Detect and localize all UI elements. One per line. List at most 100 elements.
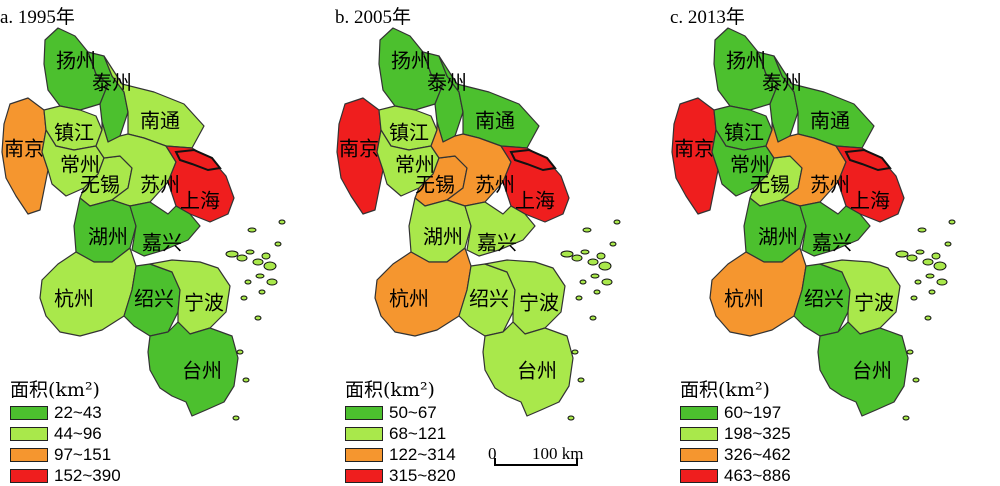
legend-item: 44~96 bbox=[10, 423, 121, 444]
city-label: 宁波 bbox=[854, 291, 894, 315]
city-label: 杭州 bbox=[54, 287, 94, 311]
city-label: 杭州 bbox=[724, 287, 764, 311]
city-label: 苏州 bbox=[475, 173, 515, 197]
island-marker bbox=[590, 273, 600, 279]
legend-swatch bbox=[345, 447, 383, 462]
city-label: 嘉兴 bbox=[477, 231, 517, 255]
city-label: 南京 bbox=[4, 137, 44, 161]
island-marker bbox=[575, 295, 583, 301]
legend-swatch bbox=[345, 468, 383, 483]
city-label: 嘉兴 bbox=[142, 231, 182, 255]
island-marker bbox=[258, 289, 266, 295]
island-marker bbox=[895, 250, 909, 258]
island-marker bbox=[948, 219, 956, 225]
city-label: 常州 bbox=[60, 153, 100, 177]
region-嘉兴 bbox=[129, 201, 201, 257]
island-marker bbox=[917, 227, 927, 233]
region-嘉兴 bbox=[799, 201, 871, 257]
legend-label: 326~462 bbox=[724, 444, 791, 464]
legend: 面积(km²) 60~197 198~325 326~462 463~886 bbox=[680, 375, 791, 486]
city-label: 绍兴 bbox=[134, 287, 174, 311]
island-marker bbox=[906, 254, 918, 262]
city-label: 扬州 bbox=[391, 49, 431, 73]
city-label: 扬州 bbox=[56, 49, 96, 73]
legend-swatch bbox=[680, 468, 718, 483]
legend-label: 50~67 bbox=[389, 402, 437, 422]
city-label: 杭州 bbox=[389, 287, 429, 311]
panel-title: c. 2013年 bbox=[670, 7, 745, 28]
island-marker bbox=[936, 278, 948, 286]
island-marker bbox=[924, 315, 932, 321]
city-label: 镇江 bbox=[724, 121, 764, 145]
city-label: 台州 bbox=[182, 359, 222, 383]
city-label: 台州 bbox=[852, 359, 892, 383]
island-marker bbox=[906, 349, 914, 355]
city-label: 苏州 bbox=[810, 173, 850, 197]
legend-swatch bbox=[10, 447, 48, 462]
legend-label: 68~121 bbox=[389, 423, 447, 443]
island-marker bbox=[274, 241, 282, 247]
legend-label: 44~96 bbox=[54, 423, 102, 443]
island-marker bbox=[587, 258, 599, 266]
island-marker bbox=[232, 415, 240, 421]
island-marker bbox=[571, 254, 583, 262]
island-chongming bbox=[174, 148, 222, 172]
city-label: 上海 bbox=[515, 189, 555, 213]
legend-item: 198~325 bbox=[680, 423, 791, 444]
region-台州 bbox=[817, 321, 909, 417]
legend-item: 326~462 bbox=[680, 444, 791, 465]
island-marker bbox=[944, 241, 952, 247]
island-marker bbox=[245, 249, 255, 255]
legend-label: 60~197 bbox=[724, 402, 782, 422]
scale-zero-label: 0 bbox=[488, 444, 497, 463]
island-marker bbox=[278, 219, 286, 225]
island-marker bbox=[915, 249, 925, 255]
island-marker bbox=[613, 219, 621, 225]
island-marker bbox=[582, 227, 592, 233]
island-marker bbox=[580, 249, 590, 255]
legend-swatch bbox=[345, 405, 383, 420]
scale-line bbox=[494, 464, 578, 466]
city-label: 常州 bbox=[395, 153, 435, 177]
legend-label: 315~820 bbox=[389, 465, 456, 485]
legend-item: 50~67 bbox=[345, 402, 456, 423]
island-marker bbox=[579, 279, 587, 285]
island-marker bbox=[255, 273, 265, 279]
city-label: 上海 bbox=[850, 189, 890, 213]
legend-item: 315~820 bbox=[345, 465, 456, 486]
island-marker bbox=[902, 415, 910, 421]
legend-label: 97~151 bbox=[54, 444, 112, 464]
island-marker bbox=[931, 252, 941, 260]
island-marker bbox=[912, 377, 920, 383]
city-label: 湖州 bbox=[758, 225, 798, 249]
island-marker bbox=[593, 289, 601, 295]
city-label: 南京 bbox=[339, 137, 379, 161]
legend-item: 60~197 bbox=[680, 402, 791, 423]
city-label: 扬州 bbox=[726, 49, 766, 73]
legend-label: 198~325 bbox=[724, 423, 791, 443]
region-台州 bbox=[482, 321, 574, 417]
city-label: 苏州 bbox=[140, 173, 180, 197]
legend-title: 面积(km²) bbox=[680, 379, 770, 401]
map-panel-1995: a. 1995年 扬州 泰州 南通 南京 镇江 常州 无锡 苏州 上海 湖州 嘉兴 杭州 绍兴 宁波 台州 … bbox=[0, 0, 330, 485]
legend-label: 22~43 bbox=[54, 402, 102, 422]
island-marker bbox=[914, 279, 922, 285]
legend-title: 面积(km²) bbox=[10, 379, 100, 401]
scale-distance-label: 100 km bbox=[532, 444, 584, 463]
island-marker bbox=[247, 227, 257, 233]
island-marker bbox=[922, 258, 934, 266]
legend-label: 152~390 bbox=[54, 465, 121, 485]
city-label: 南通 bbox=[475, 109, 515, 133]
city-label: 无锡 bbox=[415, 173, 455, 197]
scale-tick bbox=[576, 458, 578, 466]
city-label: 南通 bbox=[810, 109, 850, 133]
island-marker bbox=[598, 261, 612, 271]
city-label: 无锡 bbox=[80, 173, 120, 197]
city-label: 湖州 bbox=[423, 225, 463, 249]
island-marker bbox=[263, 261, 277, 271]
legend-swatch bbox=[680, 426, 718, 441]
island-marker bbox=[254, 315, 262, 321]
city-label: 宁波 bbox=[184, 291, 224, 315]
